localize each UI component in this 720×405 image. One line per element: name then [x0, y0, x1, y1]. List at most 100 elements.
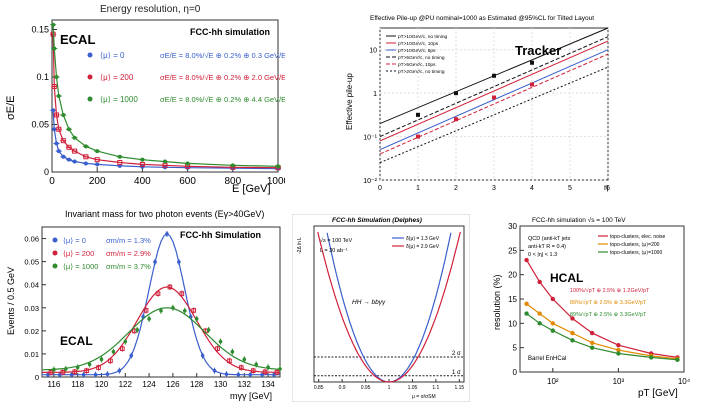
y-tick-label: 0	[44, 167, 49, 177]
data-point	[589, 345, 595, 350]
sigma-label: 2 σ	[452, 351, 461, 357]
y-tick-label: 20	[508, 271, 517, 280]
legend-label: ⟨μ⟩ = 1000	[100, 95, 138, 104]
x-tick-label: 6	[606, 185, 610, 192]
data-point	[524, 301, 529, 307]
data-point	[589, 330, 595, 336]
legend-fit: 89%/√pT ⊕ 2.5% ⊕ 3.3GeV/pT	[570, 299, 647, 306]
x-tick-label: 400	[134, 176, 151, 187]
hcal-resolution-chart: FCC-hh simulation √s = 100 TeV 0 5 10 15 20 25…	[488, 210, 720, 405]
data-point	[248, 372, 253, 377]
data-point	[215, 346, 220, 351]
x-axis-label: η	[604, 183, 608, 192]
legend-fit: 89%/√pT ⊕ 2.5% ⊕ 3.3GeV/pT	[570, 311, 647, 318]
data-point	[95, 162, 100, 167]
y-tick-label: 5	[513, 344, 518, 353]
data-point	[51, 84, 57, 89]
y-tick-label: 0.01	[24, 350, 39, 359]
legend-res: σm/m = 1.3%	[106, 236, 151, 245]
data-point	[570, 330, 575, 336]
x-tick-label: 130	[214, 380, 228, 389]
legend-label: pT>10GeV/c, 10ps	[398, 41, 439, 47]
data-point	[147, 317, 151, 321]
series-line-5	[379, 66, 609, 164]
y-tick-label: 10⁻¹	[363, 135, 377, 142]
plot-frame	[51, 19, 279, 173]
x-axis-label: E [GeV]	[232, 183, 271, 195]
y-tick-label: 1	[373, 91, 377, 98]
data-point	[250, 368, 256, 373]
series-line-1	[379, 40, 609, 142]
marker-point	[416, 112, 420, 117]
data-point	[524, 311, 529, 316]
x-tick-label: 10²	[547, 377, 559, 386]
data-point	[140, 157, 145, 162]
data-point	[589, 340, 595, 345]
y-axis-label: -2Δ ln L	[297, 237, 303, 254]
annotation-lumi: L = 30 ab⁻¹	[320, 248, 348, 254]
plot-frame	[41, 226, 281, 378]
data-point	[81, 372, 86, 377]
data-point	[72, 148, 78, 154]
x-tick-label: 2	[454, 185, 458, 192]
x-tick-label: 200	[89, 176, 106, 187]
x-tick-label: 3	[492, 185, 496, 192]
data-point	[524, 257, 529, 263]
y-tick-label: 10	[369, 48, 377, 55]
data-point	[274, 369, 280, 375]
x-tick-label: 0	[49, 176, 55, 187]
legend-label: ⟨μ⟩ = 0	[100, 51, 125, 60]
data-point	[108, 358, 113, 364]
legend-fit: 100%/√pT ⊕ 2.5% ⊕ 1.2GeV/pT	[570, 287, 650, 294]
data-point	[254, 362, 258, 367]
data-point	[64, 367, 68, 371]
data-point	[99, 357, 104, 362]
data-point	[72, 159, 77, 164]
x-tick-label: 0.85	[314, 385, 324, 391]
legend-label: pT>10GeV/c, 5ps	[398, 48, 436, 54]
data-point	[129, 353, 134, 358]
ecal-diphoton-chart: Invariant mass for two photon events (Eγ…	[0, 205, 285, 405]
legend-marker	[52, 263, 58, 269]
data-point	[83, 154, 89, 160]
data-point	[83, 161, 88, 166]
legend-label: pT>2GeV/c, no timing	[398, 69, 445, 75]
legend-label: pT>5GeV/c, 10ps	[398, 62, 436, 68]
x-tick-label: 10³	[613, 377, 625, 386]
y-tick-label: 0.05	[24, 258, 39, 267]
tracker-pileup-chart: Effective Pile-up @PU nominal=1000 as Es…	[340, 10, 610, 200]
data-point	[155, 291, 161, 296]
legend-label: ⟨μ⟩ = 1000	[63, 262, 98, 271]
data-point	[123, 339, 128, 344]
data-point	[191, 308, 197, 313]
x-axis-label: pT [GeV]	[638, 388, 678, 399]
data-point	[143, 308, 149, 313]
series-line-1	[526, 303, 678, 360]
data-point	[194, 317, 199, 321]
y-tick-label: 25	[508, 246, 517, 255]
legend-res: σm/m = 3.7%	[106, 262, 151, 271]
data-point	[95, 149, 100, 154]
y-tick-label: 15	[508, 295, 517, 304]
legend-label: ⟨μ⟩ = 200	[63, 249, 94, 258]
x-tick-label: 118	[71, 380, 84, 389]
data-point	[87, 362, 92, 367]
data-point	[224, 372, 229, 376]
legend-res: σm/m = 2.9%	[106, 249, 151, 258]
y-tick-label: 0.15	[31, 25, 49, 35]
annotation-energy: √s = 100 TeV	[320, 237, 352, 244]
y-tick-label: 0	[35, 373, 39, 382]
data-point	[117, 154, 122, 159]
y-tick-label: 0	[513, 368, 518, 377]
data-point	[52, 46, 57, 51]
data-point	[111, 349, 116, 354]
x-tick-label: 122	[119, 380, 133, 389]
annotation-text: QCD (anti-kT jets	[528, 236, 571, 242]
series-curve-1	[42, 286, 280, 373]
x-tick-label: 124	[142, 380, 156, 389]
data-point	[54, 112, 60, 118]
series-line-0	[526, 259, 678, 358]
data-point	[649, 355, 654, 360]
data-point	[200, 353, 205, 358]
series-line-3	[379, 36, 609, 138]
